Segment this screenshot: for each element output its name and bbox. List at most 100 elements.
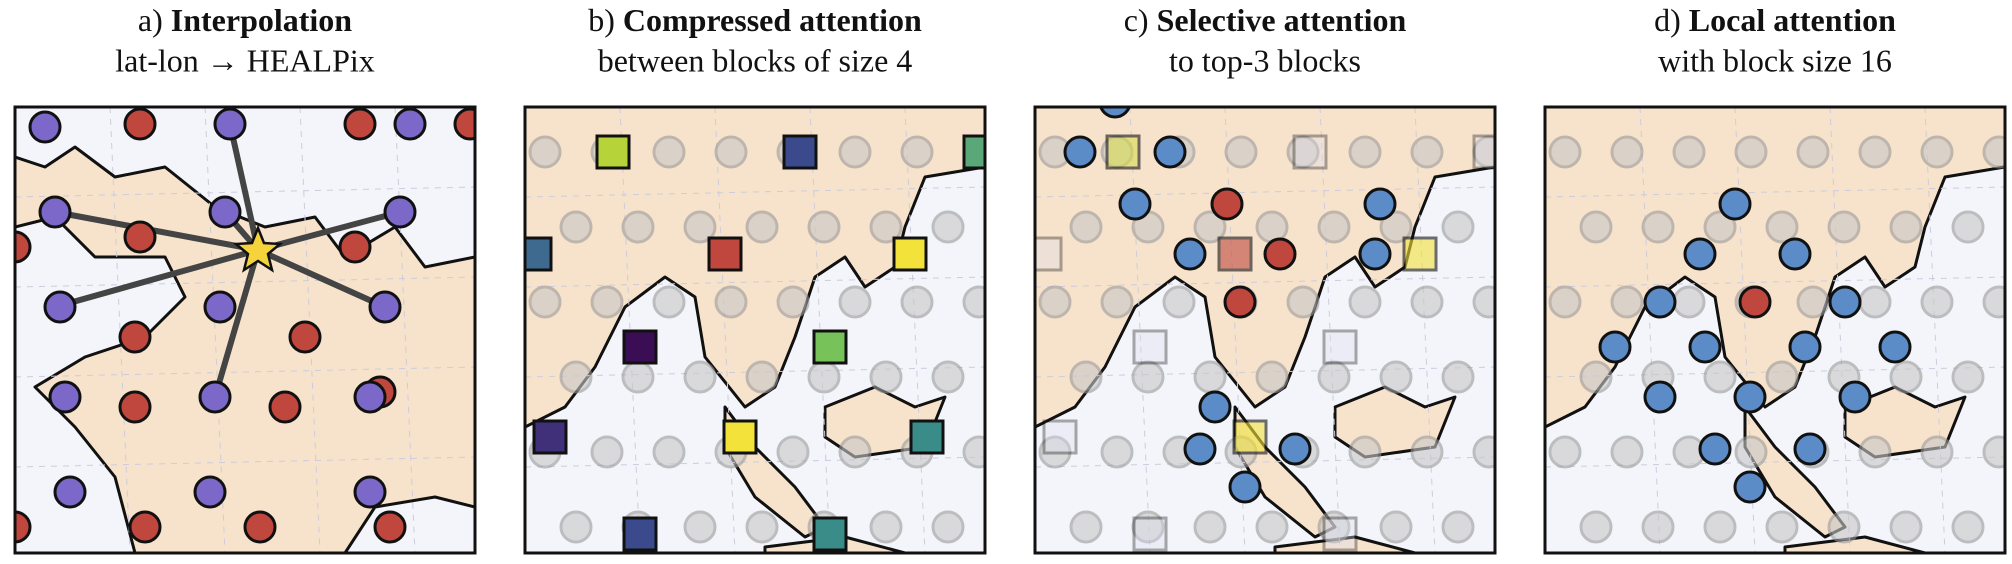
block (909, 419, 945, 455)
node (1198, 390, 1232, 424)
panel-subtitle: between blocks of size 4 (598, 42, 913, 78)
block (812, 516, 848, 552)
panel-title-bold: Interpolation (171, 2, 353, 38)
graticule (619, 107, 641, 553)
node (1038, 435, 1072, 469)
node (53, 475, 87, 509)
node (590, 285, 624, 319)
node (776, 435, 810, 469)
block (1292, 134, 1328, 170)
node (714, 135, 748, 169)
node (995, 512, 1025, 542)
node (1951, 210, 1985, 244)
node (1224, 135, 1258, 169)
node (15, 510, 32, 544)
block (1105, 134, 1141, 170)
node (807, 210, 841, 244)
node (1441, 360, 1475, 394)
graticule (109, 107, 131, 553)
node (1228, 470, 1262, 504)
node (368, 290, 402, 324)
graticule (525, 186, 985, 198)
node (1641, 210, 1675, 244)
block (782, 134, 818, 170)
node (869, 360, 903, 394)
node (1548, 435, 1582, 469)
node (1286, 285, 1320, 319)
node (198, 380, 232, 414)
node (745, 510, 779, 544)
panel-prefix: d) (1654, 2, 1681, 38)
node (1379, 210, 1413, 244)
node (1131, 360, 1165, 394)
node (383, 195, 417, 229)
node (1505, 362, 1535, 392)
node (1410, 435, 1444, 469)
node (1858, 135, 1892, 169)
node (1441, 210, 1475, 244)
block (1472, 134, 1495, 170)
node (1069, 210, 1103, 244)
map-panel (523, 105, 1025, 555)
graticule (525, 276, 985, 288)
node (683, 210, 717, 244)
panel-frame (523, 105, 987, 555)
node (1920, 435, 1954, 469)
node (1255, 510, 1289, 544)
node (1793, 432, 1827, 466)
map-content (525, 107, 1025, 553)
node (1348, 135, 1382, 169)
panel-frame (1033, 105, 1497, 555)
node (48, 380, 82, 414)
node (1889, 210, 1923, 244)
block (525, 236, 553, 272)
node (353, 475, 387, 509)
node (1610, 435, 1644, 469)
node (900, 135, 934, 169)
node (1838, 380, 1872, 414)
node (1278, 432, 1312, 466)
graticule (15, 456, 475, 468)
node (1099, 107, 1131, 119)
map-content (15, 107, 475, 553)
block (722, 419, 758, 455)
node (1193, 510, 1227, 544)
panel-title: b) Compressed attention (588, 2, 922, 38)
graticule (15, 276, 475, 288)
node (1193, 360, 1227, 394)
node (1643, 380, 1677, 414)
node (123, 107, 157, 141)
graticule (1639, 107, 1661, 553)
node (1255, 210, 1289, 244)
node (1788, 330, 1822, 364)
interp-edge (256, 247, 387, 310)
node (1738, 285, 1772, 319)
graticule (809, 107, 831, 553)
node (1765, 360, 1799, 394)
node (1472, 135, 1495, 169)
block (707, 236, 743, 272)
node (962, 435, 985, 469)
node (1765, 510, 1799, 544)
panel-prefix: b) (588, 2, 615, 38)
graticule (1319, 107, 1341, 553)
node (1982, 435, 2005, 469)
panel-subtitle: lat-lon → HEALPix (115, 42, 375, 78)
node (1698, 432, 1732, 466)
node (38, 195, 72, 229)
panel-frame (1543, 105, 2007, 555)
node (123, 220, 157, 254)
node (128, 510, 162, 544)
node (1982, 285, 2005, 319)
interp-edge (54, 209, 259, 253)
node (1441, 510, 1475, 544)
graticule (1129, 107, 1151, 553)
node (776, 285, 810, 319)
node (1796, 285, 1830, 319)
node (268, 390, 302, 424)
panel-title: d) Local attention (1654, 2, 1896, 38)
node (1379, 360, 1413, 394)
node (931, 360, 965, 394)
block (595, 134, 631, 170)
map-content (1545, 107, 2005, 553)
